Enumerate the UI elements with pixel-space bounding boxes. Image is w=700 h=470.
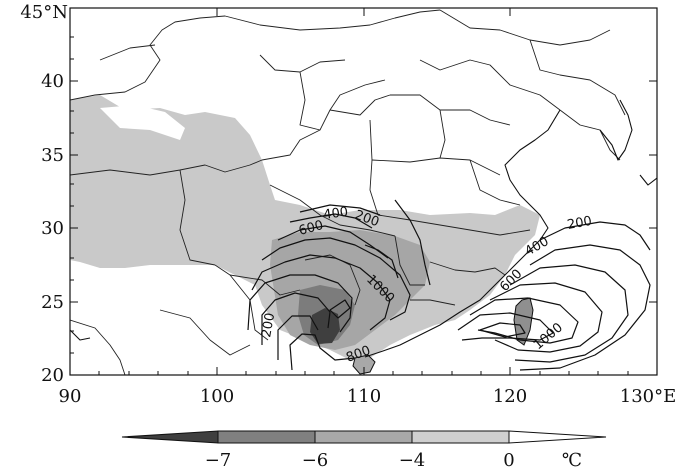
colorbar-segment-4-0 bbox=[411, 430, 510, 444]
colorbar-segment-6-4 bbox=[314, 430, 413, 444]
colorbar-label: −6 bbox=[302, 450, 329, 470]
lat-label: 30 bbox=[41, 218, 64, 239]
hainan-island bbox=[352, 354, 376, 375]
lat-label: 40 bbox=[41, 71, 64, 92]
colorbar-segment-above-0 bbox=[508, 430, 607, 444]
contour-label: 400 bbox=[322, 205, 349, 223]
shading-hole bbox=[100, 105, 185, 140]
colorbar-unit: ℃ bbox=[562, 450, 582, 470]
colorbar-label: −4 bbox=[399, 450, 426, 470]
lon-label: 90 bbox=[59, 386, 82, 407]
contour-label: 600 bbox=[297, 218, 325, 239]
contour-label: 200 bbox=[259, 312, 278, 339]
contour-label: 200 bbox=[566, 214, 593, 233]
lon-label: 110 bbox=[347, 386, 381, 407]
contour-lines bbox=[247, 199, 651, 371]
axis-ticks bbox=[69, 7, 658, 376]
lat-label: 35 bbox=[41, 145, 64, 166]
colorbar-label: 0 bbox=[503, 450, 514, 470]
colorbar: −7 −6 −4 0 ℃ bbox=[121, 430, 607, 470]
colorbar-label: −7 bbox=[205, 450, 232, 470]
shading-region-light bbox=[70, 95, 540, 360]
colorbar-segment-below-7 bbox=[121, 430, 219, 444]
lon-label: 120 bbox=[493, 386, 527, 407]
lat-label: 45°N bbox=[20, 2, 68, 23]
taiwan-island bbox=[513, 297, 534, 346]
longitude-labels: 90 100 110 120 130°E bbox=[59, 386, 677, 407]
lon-label: 100 bbox=[200, 386, 234, 407]
shading-region-darkest bbox=[310, 308, 340, 344]
latitude-labels: 20 25 30 35 40 45°N bbox=[20, 2, 68, 386]
contour-label: 1000 bbox=[531, 320, 566, 353]
lat-label: 25 bbox=[41, 292, 64, 313]
lat-label: 20 bbox=[41, 365, 64, 386]
lon-label: 130°E bbox=[620, 386, 677, 407]
colorbar-segment-7-6 bbox=[217, 430, 316, 444]
